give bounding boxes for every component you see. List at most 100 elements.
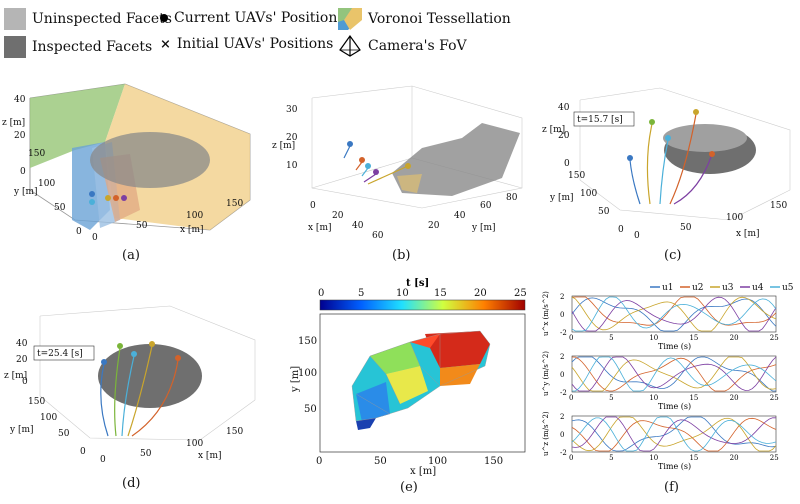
panel-e-x-tick: 150 <box>484 456 503 467</box>
panel-e-y-label: y [m] <box>290 366 301 393</box>
panel-b-y-tick: 20 <box>428 221 440 231</box>
subplot-y-tick: 2 <box>560 413 564 421</box>
panel-e-x-tick: 0 <box>316 456 322 467</box>
colorbar-tick: 15 <box>434 288 447 299</box>
colorbar-tick: 5 <box>358 288 364 299</box>
panel-c-x-tick: 0 <box>634 231 640 241</box>
subplot-y-tick: -2 <box>560 389 567 397</box>
subplot-x-tick: 0 <box>569 454 573 462</box>
subplot-y-tick: 0 <box>560 431 564 439</box>
series-line-u3 <box>571 356 777 392</box>
legend-entry-u2: u2 <box>692 283 704 293</box>
panel-d-time: t=25.4 [s] <box>37 349 83 359</box>
panel-d-x-label: x [m] <box>198 451 222 461</box>
panel-d-z-label: z [m] <box>4 371 27 381</box>
series-line-u2 <box>571 356 777 392</box>
subplot-axes <box>571 415 777 453</box>
series-line-u2 <box>571 417 777 452</box>
voronoi-icon <box>338 8 362 30</box>
legend-uninspected: Uninspected Facets <box>4 8 172 30</box>
subplot-y-tick: 2 <box>560 353 564 361</box>
subplot-x-tick: 10 <box>649 334 658 342</box>
panel-d-y-label: y [m] <box>9 425 34 435</box>
series-line-u3 <box>571 296 777 332</box>
panel-c-x-label: x [m] <box>736 229 760 239</box>
legend-inspected-label: Inspected Facets <box>32 39 153 55</box>
panel-b-z-tick: 10 <box>286 161 298 171</box>
panel-b-x-tick: 60 <box>372 231 384 241</box>
panel-b-z-tick: 20 <box>286 133 298 143</box>
colorbar-title: t [s] <box>406 278 429 289</box>
panel-e-y-tick: 50 <box>304 404 317 415</box>
panel-c-y-tick: 150 <box>568 171 585 181</box>
subplot-x-label: Time (s) <box>658 402 691 411</box>
panel-c-x-tick: 50 <box>680 223 692 233</box>
subplot-y-label: u^y (m/s^2) <box>542 351 550 396</box>
panel-a-y-tick: 150 <box>28 149 45 159</box>
panel-d-y-tick: 0 <box>80 447 86 457</box>
panel-a-z-tick: 40 <box>14 95 26 105</box>
subplot-x-tick: 5 <box>609 454 613 462</box>
panel-c-plot: t=15.7 [s] 40 20 0 z [m] 150 100 50 0 y … <box>542 87 791 241</box>
panel-a-plot: 40 20 0 z [m] 150 100 50 0 y [m] 0 50 10… <box>2 83 251 243</box>
panel-d-z-tick: 0 <box>22 377 28 387</box>
panel-b-x-tick: 20 <box>332 211 344 221</box>
subplot-y-tick: 0 <box>560 371 564 379</box>
panel-c-label: (c) <box>664 248 682 263</box>
series-line-u4 <box>571 296 777 332</box>
series-line-u4 <box>571 356 777 392</box>
subplot-x-tick: 20 <box>730 454 739 462</box>
uninspected-swatch <box>4 8 26 30</box>
series-line-u5 <box>571 416 777 452</box>
panel-a-y-tick: 100 <box>38 179 55 189</box>
legend-uninspected-label: Uninspected Facets <box>32 11 172 27</box>
subplot-x-label: Time (s) <box>658 462 691 471</box>
panel-e-label: (e) <box>400 480 418 495</box>
series-line-u1 <box>571 416 777 452</box>
legend-inspected: Inspected Facets <box>4 36 152 58</box>
legend-entry-u4: u4 <box>752 283 764 293</box>
colorbar-tick: 10 <box>396 288 409 299</box>
subplot-y-tick: -2 <box>560 449 567 457</box>
series-line-u1 <box>571 297 777 332</box>
subplot-y-label: u^x (m/s^2) <box>542 291 550 336</box>
legend-fov: Camera's FoV <box>338 34 467 58</box>
panel-d-y-tick: 150 <box>28 397 45 407</box>
subplot-axes <box>571 355 777 393</box>
legend-entry-u1: u1 <box>662 283 674 293</box>
colorbar <box>319 299 526 311</box>
panel-b-plot: 30 20 10 z [m] 0 20 40 60 x [m] 20 40 60… <box>272 85 523 241</box>
subplot-x-tick: 0 <box>569 334 573 342</box>
subplot-x-tick: 15 <box>689 454 698 462</box>
panel-a-z-tick: 0 <box>20 167 26 177</box>
legend-entry-u5: u5 <box>782 283 794 293</box>
legend-current: Current UAVs' Positions <box>160 10 345 26</box>
subplot-x-tick: 15 <box>689 334 698 342</box>
panel-c-z-tick: 0 <box>564 159 570 169</box>
subplot-x-tick: 20 <box>730 394 739 402</box>
legend-fov-label: Camera's FoV <box>368 38 467 54</box>
series-line-u5 <box>571 296 777 332</box>
subplot-x-tick: 5 <box>609 334 613 342</box>
series-line-u3 <box>571 416 777 452</box>
panel-c-x-tick: 100 <box>726 213 743 223</box>
subplot-x-tick: 25 <box>770 394 779 402</box>
legend-current-label: Current UAVs' Positions <box>174 10 345 26</box>
panel-e-y-tick: 150 <box>298 336 317 347</box>
subplot-axes <box>571 295 777 333</box>
panel-a-x-tick: 0 <box>92 233 98 243</box>
legend-voronoi-label: Voronoi Tessellation <box>368 11 511 27</box>
panel-c-time: t=15.7 [s] <box>577 115 623 125</box>
series-line-u5 <box>572 356 777 392</box>
inspected-swatch <box>4 36 26 58</box>
panel-e-x-tick: 100 <box>428 456 447 467</box>
panel-e-x-label: x [m] <box>410 466 436 476</box>
subplot-x-tick: 25 <box>770 454 779 462</box>
panel-e-y-tick: 100 <box>298 368 317 379</box>
panel-d-y-tick: 50 <box>58 429 70 439</box>
colorbar-tick: 25 <box>514 288 527 299</box>
subplot-y-tick: 0 <box>560 311 564 319</box>
